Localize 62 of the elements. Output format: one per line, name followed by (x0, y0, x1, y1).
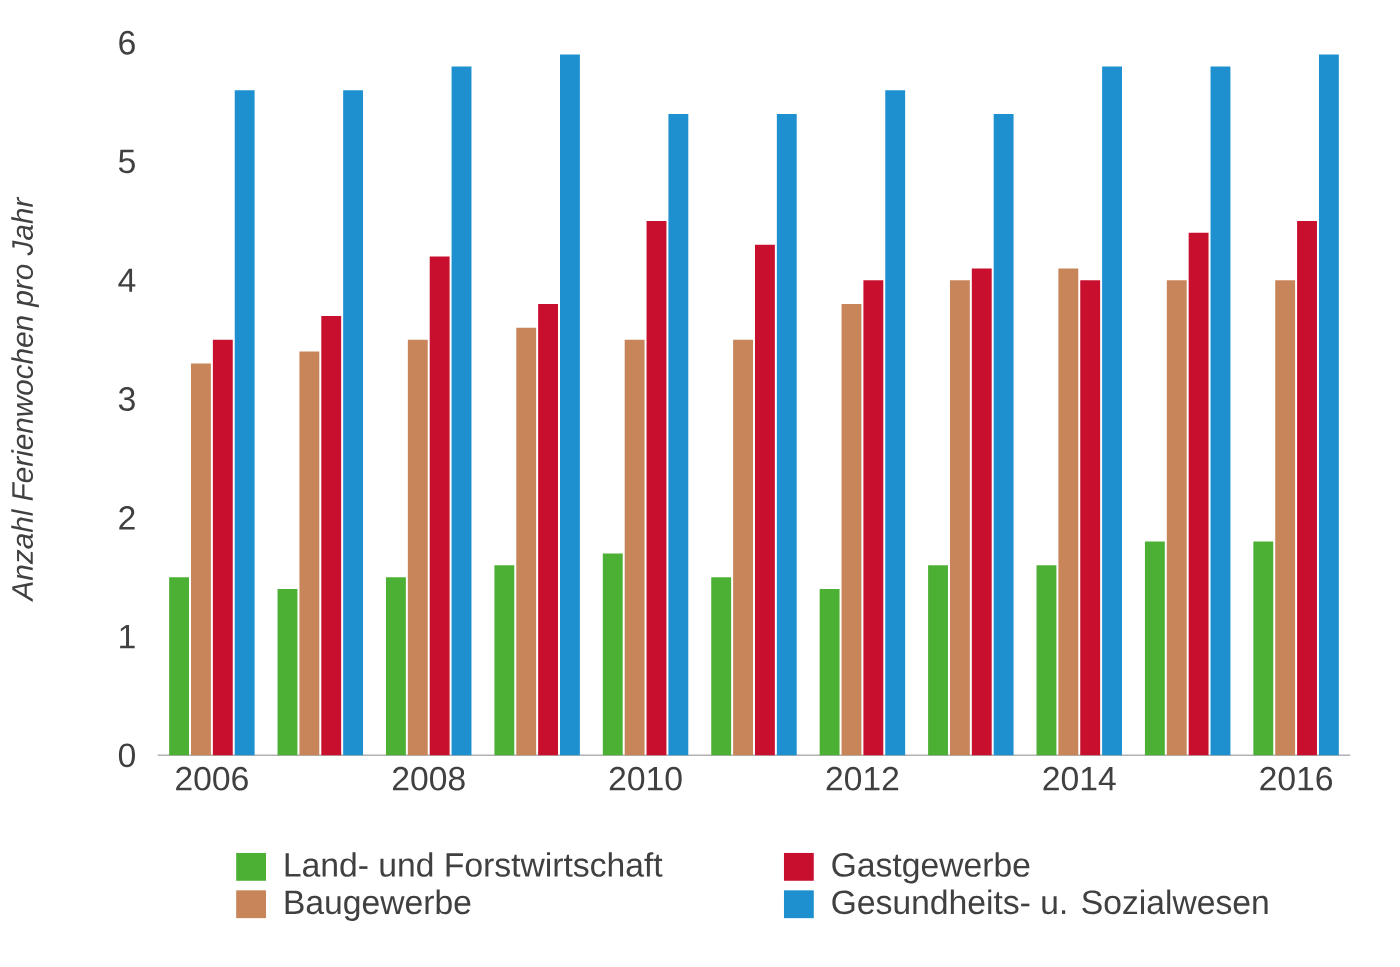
legend-label: Gastgewerbe (832, 852, 1030, 884)
bar (646, 220, 667, 756)
bar (169, 577, 190, 756)
y-tick-label: 0 (118, 743, 135, 768)
y-tick-label: 1 (120, 624, 135, 649)
bar (212, 339, 233, 756)
bar (841, 304, 862, 756)
bar (1058, 268, 1079, 756)
bar (949, 280, 970, 756)
y-tick-label: 3 (118, 387, 135, 411)
legend-label: Baugewerbe (285, 889, 471, 921)
bar (1144, 541, 1165, 756)
bar (1102, 66, 1122, 756)
bar (560, 54, 580, 756)
bar (494, 565, 515, 756)
bar (1166, 280, 1187, 756)
bar (624, 339, 645, 756)
bar (385, 577, 406, 756)
bar (451, 66, 472, 756)
bar (191, 363, 211, 756)
y-axis-title: Anzahl Ferienwochen pro Jahr (11, 196, 39, 602)
x-tick-label: 2008 (392, 766, 465, 791)
bar (733, 339, 753, 756)
bar (819, 589, 840, 756)
bar (602, 553, 623, 756)
bar (429, 256, 450, 756)
y-tick-label: 2 (119, 506, 135, 530)
bar (1188, 232, 1209, 756)
bar (299, 351, 320, 756)
legend-label: Gesundheits- u. Sozialwesen (832, 889, 1268, 915)
x-tick-label: 2006 (176, 766, 248, 791)
bar (776, 113, 797, 756)
bar (538, 304, 559, 756)
y-tick-label: 6 (119, 30, 135, 55)
bar (1275, 280, 1296, 756)
legend-label: Land- und Forstwirtschaft (285, 852, 663, 877)
x-tick-label: 2010 (609, 766, 682, 791)
bar (993, 113, 1014, 756)
bar (321, 315, 342, 756)
bar (1080, 280, 1101, 756)
y-tick-label: 4 (118, 268, 136, 292)
bar (343, 90, 364, 756)
bar (928, 565, 948, 756)
bar (971, 268, 992, 756)
bar (885, 90, 906, 756)
bar (1036, 565, 1057, 756)
y-tick-label: 5 (118, 149, 135, 174)
bar (407, 339, 428, 756)
bar (1210, 66, 1231, 756)
bar (754, 244, 775, 756)
x-tick-label: 2014 (1043, 766, 1116, 791)
bar (1297, 220, 1317, 756)
bar (668, 113, 689, 756)
x-tick-label: 2012 (826, 766, 899, 791)
bar (711, 577, 732, 756)
x-tick-label: 2016 (1260, 766, 1333, 791)
bar (516, 327, 537, 756)
bar (1253, 541, 1274, 756)
bar (863, 280, 884, 756)
bar (1318, 54, 1339, 756)
bar (234, 90, 255, 756)
bar (277, 589, 298, 756)
